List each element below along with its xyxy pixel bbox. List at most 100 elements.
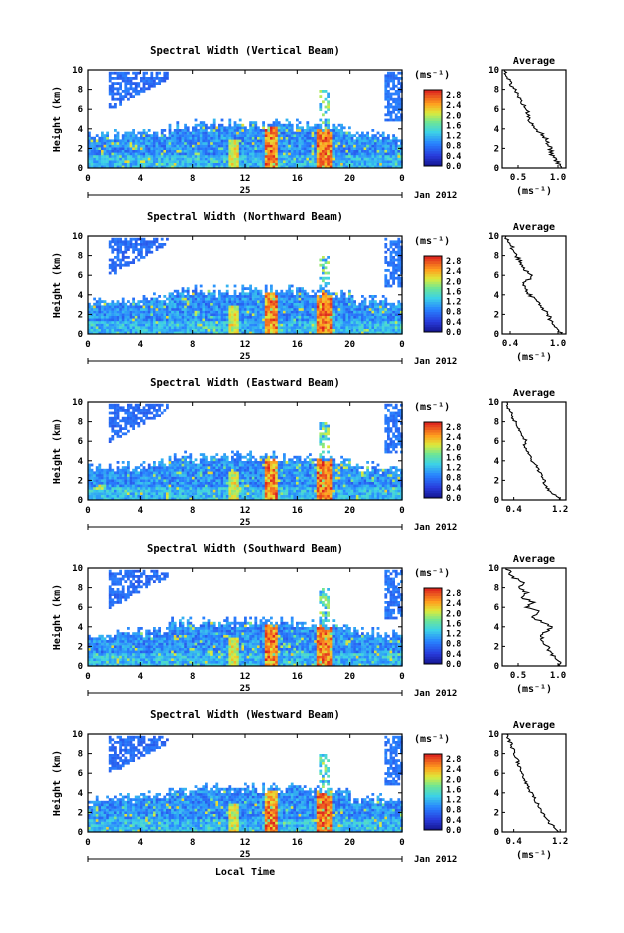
- heatmap-cell: [345, 160, 348, 163]
- day-label: 25: [240, 186, 251, 196]
- heatmap-cell: [96, 139, 99, 142]
- heatmap-cell: [257, 150, 260, 153]
- heatmap-cell: [330, 292, 333, 295]
- heatmap-cell: [278, 329, 281, 332]
- heatmap-cell: [218, 139, 221, 142]
- heatmap-cell: [127, 158, 130, 161]
- heatmap-cell: [291, 158, 294, 161]
- heatmap-cell: [249, 298, 252, 301]
- heatmap-cell: [114, 303, 117, 306]
- heatmap-cell: [283, 305, 286, 308]
- heatmap-cell: [145, 160, 148, 163]
- heatmap-cell: [390, 160, 393, 163]
- heatmap-cell: [111, 318, 114, 321]
- heatmap-cell: [304, 132, 307, 135]
- heatmap-cell: [106, 155, 109, 158]
- heatmap-cell: [184, 321, 187, 324]
- heatmap-cell: [187, 137, 190, 140]
- heatmap-cell: [215, 318, 218, 321]
- heatmap-cell: [137, 90, 140, 93]
- heatmap-cell: [127, 248, 130, 251]
- heatmap-cell: [387, 142, 390, 145]
- heatmap-cell: [257, 142, 260, 145]
- heatmap-cell: [161, 458, 164, 461]
- heatmap-cell: [228, 316, 231, 319]
- heatmap-cell: [156, 139, 159, 142]
- heatmap-cell: [397, 95, 400, 98]
- heatmap-cell: [395, 158, 398, 161]
- heatmap-cell: [374, 326, 377, 329]
- heatmap-cell: [114, 139, 117, 142]
- heatmap-cell: [309, 295, 312, 298]
- heatmap-cell: [309, 305, 312, 308]
- heatmap-cell: [179, 311, 182, 314]
- colorbar-unit: (ms⁻¹): [414, 70, 450, 81]
- heatmap-cell: [119, 98, 122, 101]
- heatmap-cell: [397, 285, 400, 288]
- heatmap-cell: [288, 150, 291, 153]
- heatmap-cell: [291, 155, 294, 158]
- heatmap-cell: [122, 329, 125, 332]
- heatmap-cell: [205, 160, 208, 163]
- y-tick-label: 8: [78, 252, 83, 262]
- heatmap-cell: [135, 305, 138, 308]
- heatmap-cell: [371, 163, 374, 166]
- heatmap-cell: [319, 106, 322, 109]
- heatmap-cell: [382, 147, 385, 150]
- heatmap-cell: [286, 326, 289, 329]
- heatmap-cell: [327, 139, 330, 142]
- heatmap-cell: [236, 132, 239, 135]
- heatmap-cell: [288, 124, 291, 127]
- heatmap-cell: [132, 422, 135, 425]
- heatmap-cell: [93, 160, 96, 163]
- heatmap-cell: [309, 300, 312, 303]
- heatmap-cell: [161, 329, 164, 332]
- heatmap-cell: [288, 326, 291, 329]
- heatmap-cell: [234, 163, 237, 166]
- heatmap-cell: [309, 321, 312, 324]
- heatmap-cell: [283, 145, 286, 148]
- heatmap-cell: [382, 305, 385, 308]
- heatmap-cell: [283, 326, 286, 329]
- heatmap-cell: [265, 134, 268, 137]
- heatmap-cell: [150, 305, 153, 308]
- heatmap-cell: [332, 292, 335, 295]
- heatmap-cell: [184, 163, 187, 166]
- heatmap-cell: [325, 298, 328, 301]
- heatmap-cell: [93, 479, 96, 482]
- heatmap-cell: [174, 321, 177, 324]
- heatmap-cell: [158, 321, 161, 324]
- heatmap-cell: [358, 134, 361, 137]
- heatmap-cell: [192, 295, 195, 298]
- heatmap-cell: [176, 150, 179, 153]
- heatmap-cell: [358, 147, 361, 150]
- heatmap-cell: [374, 145, 377, 148]
- heatmap-cell: [200, 326, 203, 329]
- heatmap-cell: [91, 492, 94, 495]
- heatmap-cell: [106, 134, 109, 137]
- heatmap-cell: [314, 147, 317, 150]
- heatmap-cell: [114, 256, 117, 259]
- heatmap-cell: [353, 163, 356, 166]
- heatmap-cell: [267, 152, 270, 155]
- heatmap-cell: [348, 318, 351, 321]
- heatmap-cell: [241, 308, 244, 311]
- heatmap-cell: [221, 126, 224, 129]
- x-tick-label: 12: [240, 340, 251, 350]
- heatmap-cell: [361, 313, 364, 316]
- heatmap-cell: [361, 132, 364, 135]
- heatmap-cell: [117, 482, 120, 485]
- heatmap-cell: [119, 427, 122, 430]
- heatmap-cell: [234, 285, 237, 288]
- heatmap-cell: [390, 155, 393, 158]
- heatmap-cell: [140, 305, 143, 308]
- heatmap-cell: [184, 316, 187, 319]
- heatmap-cell: [301, 303, 304, 306]
- heatmap-cell: [335, 147, 338, 150]
- heatmap-cell: [98, 469, 101, 472]
- heatmap-cell: [166, 238, 169, 241]
- heatmap-cell: [257, 163, 260, 166]
- heatmap-cell: [124, 479, 127, 482]
- heatmap-cell: [280, 142, 283, 145]
- heatmap-cell: [397, 311, 400, 314]
